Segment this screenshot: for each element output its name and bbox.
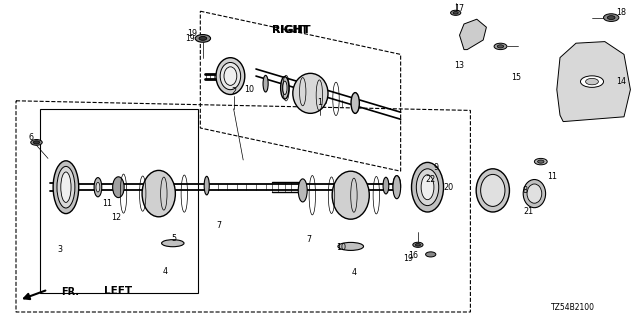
- Ellipse shape: [113, 177, 124, 198]
- Ellipse shape: [481, 174, 505, 206]
- Circle shape: [534, 158, 547, 165]
- Ellipse shape: [94, 178, 102, 197]
- Text: 5: 5: [172, 234, 177, 243]
- Circle shape: [413, 242, 423, 247]
- Circle shape: [580, 76, 604, 87]
- Circle shape: [607, 16, 615, 20]
- Text: 18: 18: [616, 8, 626, 17]
- Ellipse shape: [393, 176, 401, 196]
- Text: 10: 10: [336, 244, 346, 252]
- Polygon shape: [557, 42, 630, 122]
- Text: 10: 10: [244, 85, 255, 94]
- Text: 1: 1: [317, 98, 323, 107]
- Text: RIGHT: RIGHT: [272, 25, 310, 36]
- Text: 21: 21: [523, 207, 533, 216]
- Ellipse shape: [417, 169, 439, 206]
- Ellipse shape: [338, 243, 364, 251]
- Text: 8: 8: [522, 186, 527, 195]
- Ellipse shape: [332, 171, 369, 219]
- Ellipse shape: [61, 172, 71, 203]
- Circle shape: [415, 244, 420, 246]
- Ellipse shape: [216, 58, 244, 94]
- Circle shape: [426, 252, 436, 257]
- Text: 11: 11: [102, 199, 113, 208]
- Ellipse shape: [292, 73, 328, 113]
- Text: 19: 19: [185, 34, 195, 43]
- Text: RIGHT: RIGHT: [272, 25, 308, 35]
- Ellipse shape: [283, 81, 287, 94]
- Text: 19: 19: [403, 254, 413, 263]
- Text: 12: 12: [111, 213, 122, 222]
- Text: 16: 16: [408, 252, 418, 260]
- Polygon shape: [460, 19, 486, 50]
- Circle shape: [586, 78, 598, 85]
- Text: 3: 3: [57, 245, 62, 254]
- Ellipse shape: [476, 169, 509, 212]
- Text: 4: 4: [351, 268, 356, 277]
- Ellipse shape: [142, 171, 175, 217]
- Ellipse shape: [96, 182, 100, 192]
- Ellipse shape: [527, 184, 541, 203]
- Circle shape: [195, 35, 211, 42]
- Text: 11: 11: [547, 172, 557, 180]
- Text: 14: 14: [616, 77, 626, 86]
- Text: 19: 19: [187, 29, 197, 38]
- Circle shape: [199, 36, 207, 40]
- Text: 4: 4: [163, 267, 168, 276]
- Circle shape: [497, 45, 504, 48]
- Ellipse shape: [263, 75, 268, 92]
- Ellipse shape: [412, 163, 444, 212]
- Ellipse shape: [53, 161, 79, 214]
- Ellipse shape: [57, 166, 75, 208]
- Ellipse shape: [393, 176, 401, 199]
- Ellipse shape: [383, 177, 388, 194]
- Text: 6: 6: [28, 133, 33, 142]
- Text: 7: 7: [306, 236, 311, 244]
- Circle shape: [538, 160, 544, 163]
- Text: 2: 2: [231, 87, 236, 96]
- Circle shape: [453, 12, 458, 14]
- Ellipse shape: [421, 175, 434, 200]
- Text: LEFT: LEFT: [104, 286, 132, 296]
- Text: 22: 22: [426, 175, 436, 184]
- Circle shape: [604, 14, 619, 21]
- Circle shape: [494, 43, 507, 50]
- Circle shape: [451, 10, 461, 15]
- Ellipse shape: [204, 176, 209, 195]
- Text: 20: 20: [443, 183, 453, 192]
- Text: FR.: FR.: [61, 287, 79, 297]
- Ellipse shape: [298, 179, 307, 202]
- Text: 9: 9: [434, 163, 439, 172]
- Circle shape: [31, 140, 42, 145]
- Ellipse shape: [523, 180, 545, 208]
- Text: 7: 7: [216, 221, 221, 230]
- Text: TZ54B2100: TZ54B2100: [551, 303, 595, 312]
- Ellipse shape: [351, 92, 360, 113]
- Ellipse shape: [220, 62, 241, 90]
- Ellipse shape: [224, 67, 237, 85]
- Text: 15: 15: [511, 73, 522, 82]
- Ellipse shape: [280, 76, 289, 99]
- Circle shape: [33, 141, 40, 144]
- Text: 17: 17: [454, 4, 465, 12]
- Text: 13: 13: [454, 61, 465, 70]
- Ellipse shape: [162, 240, 184, 247]
